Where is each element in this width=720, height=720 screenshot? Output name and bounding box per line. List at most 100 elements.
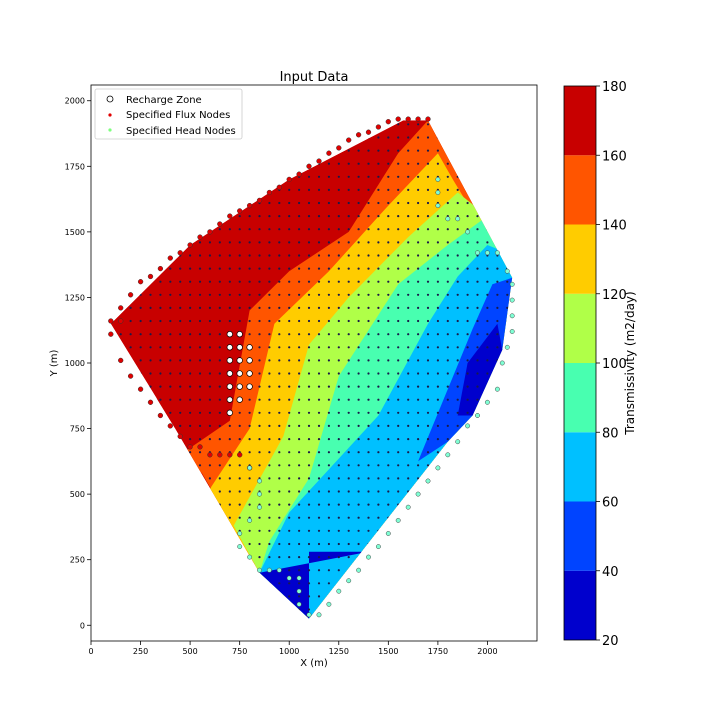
marker-specified-head-nodes bbox=[509, 313, 515, 319]
grid-node bbox=[298, 241, 301, 244]
grid-node bbox=[426, 516, 430, 519]
grid-node bbox=[377, 503, 380, 506]
grid-node bbox=[298, 451, 301, 454]
grid-node bbox=[179, 280, 182, 283]
grid-node bbox=[327, 201, 330, 205]
marker-specified-head-nodes bbox=[475, 250, 480, 256]
grid-node bbox=[208, 516, 211, 519]
grid-node bbox=[139, 411, 142, 414]
grid-node bbox=[456, 516, 459, 519]
grid-node bbox=[258, 346, 261, 349]
grid-node bbox=[139, 372, 142, 375]
marker-specified-head-nodes bbox=[326, 601, 332, 607]
grid-node bbox=[397, 215, 400, 218]
grid-node bbox=[367, 398, 370, 401]
grid-node bbox=[129, 516, 132, 519]
grid-node bbox=[248, 529, 251, 532]
grid-node bbox=[159, 569, 162, 572]
grid-node bbox=[268, 542, 271, 546]
grid-node bbox=[486, 569, 489, 572]
grid-node bbox=[476, 477, 479, 480]
grid-node bbox=[327, 293, 330, 296]
grid-node bbox=[119, 529, 122, 532]
grid-node bbox=[456, 398, 459, 401]
grid-node bbox=[387, 490, 390, 493]
grid-node bbox=[407, 228, 410, 231]
grid-node bbox=[436, 280, 439, 283]
grid-node bbox=[466, 582, 469, 585]
grid-node bbox=[288, 346, 291, 349]
grid-node bbox=[387, 622, 389, 624]
grid-node bbox=[110, 529, 112, 532]
grid-node bbox=[307, 582, 311, 585]
grid-node bbox=[436, 542, 439, 546]
grid-node bbox=[417, 228, 420, 231]
grid-node bbox=[337, 228, 340, 231]
grid-node bbox=[159, 346, 162, 349]
grid-node bbox=[506, 477, 509, 480]
grid-node bbox=[337, 542, 340, 546]
grid-node bbox=[426, 175, 430, 178]
grid-node bbox=[417, 254, 420, 257]
grid-node bbox=[268, 438, 271, 441]
grid-node bbox=[486, 306, 489, 309]
grid-node bbox=[506, 622, 508, 624]
grid-node bbox=[218, 319, 221, 323]
grid-node bbox=[258, 385, 261, 388]
grid-node bbox=[317, 228, 321, 231]
grid-node bbox=[278, 582, 281, 585]
grid-node bbox=[446, 569, 449, 572]
grid-node bbox=[198, 267, 202, 270]
grid-node bbox=[417, 280, 420, 283]
grid-node bbox=[337, 451, 340, 454]
colorbar-tick-label: 60 bbox=[602, 496, 619, 511]
grid-node bbox=[149, 516, 152, 519]
grid-node bbox=[169, 280, 172, 283]
grid-node bbox=[417, 319, 420, 323]
grid-node bbox=[307, 490, 311, 493]
grid-node bbox=[317, 542, 321, 546]
grid-node bbox=[208, 608, 211, 611]
grid-node bbox=[189, 293, 192, 296]
marker-specified-head-nodes bbox=[435, 190, 441, 195]
grid-node bbox=[446, 529, 449, 532]
grid-node bbox=[456, 228, 459, 231]
grid-node bbox=[426, 569, 430, 572]
grid-node bbox=[516, 346, 518, 348]
grid-node bbox=[110, 280, 112, 283]
x-tick-label: 1250 bbox=[329, 647, 349, 656]
grid-node bbox=[486, 359, 489, 362]
grid-node bbox=[228, 516, 231, 519]
grid-node bbox=[169, 451, 172, 454]
grid-node bbox=[228, 162, 231, 165]
marker-recharge-zone bbox=[226, 396, 233, 403]
grid-node bbox=[169, 569, 172, 572]
grid-node bbox=[139, 542, 142, 546]
grid-node bbox=[387, 477, 390, 480]
grid-node bbox=[288, 136, 291, 139]
node-markers bbox=[108, 116, 515, 618]
grid-node bbox=[377, 595, 380, 598]
grid-node bbox=[298, 162, 301, 165]
grid-node bbox=[110, 293, 112, 296]
grid-node bbox=[466, 438, 469, 441]
grid-node bbox=[357, 556, 360, 559]
grid-node bbox=[367, 372, 370, 375]
grid-node bbox=[516, 504, 518, 506]
grid-node bbox=[189, 582, 192, 585]
grid-node bbox=[397, 477, 400, 480]
grid-node bbox=[268, 267, 271, 270]
marker-specified-head-nodes bbox=[484, 250, 490, 256]
grid-node bbox=[298, 608, 301, 611]
grid-node bbox=[456, 424, 459, 427]
grid-node bbox=[327, 333, 330, 336]
grid-node bbox=[110, 385, 112, 388]
grid-node bbox=[426, 464, 430, 467]
grid-node bbox=[337, 608, 340, 611]
y-tick-label: 750 bbox=[70, 425, 85, 434]
grid-node bbox=[456, 477, 459, 480]
grid-node bbox=[387, 556, 390, 559]
grid-node bbox=[238, 424, 241, 427]
grid-node bbox=[446, 516, 449, 519]
grid-node bbox=[179, 477, 182, 480]
